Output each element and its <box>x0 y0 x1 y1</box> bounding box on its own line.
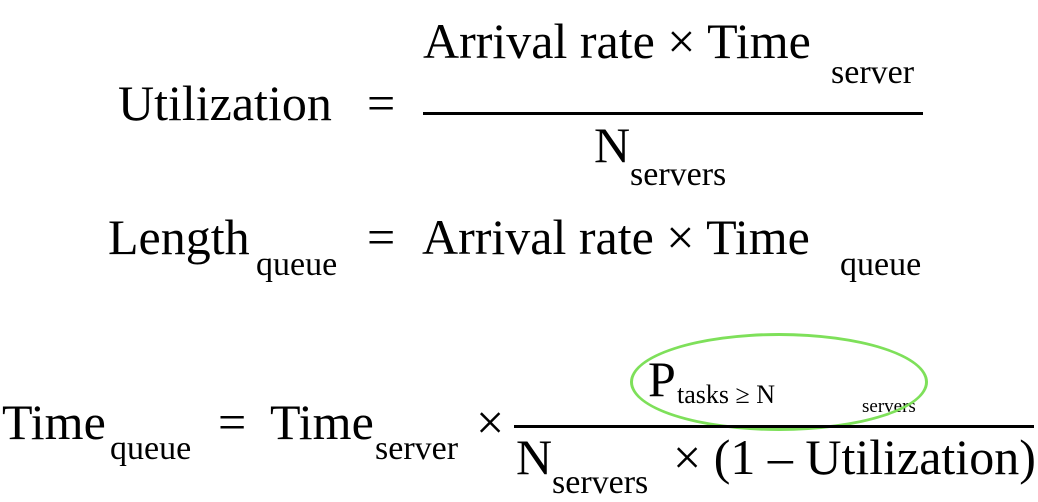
equals-sign: = <box>367 209 396 265</box>
denominator-rest: × (1 – Utilization) <box>673 429 1036 485</box>
length-label: Length <box>108 209 250 265</box>
fraction-bar <box>423 112 923 115</box>
time-subscript: queue <box>110 430 192 467</box>
highlight-ellipse <box>630 333 928 431</box>
denominator-text: N <box>594 117 631 173</box>
times-sign: × <box>476 394 505 450</box>
utilization-label: Utilization <box>118 75 332 131</box>
rhs-subscript: queue <box>840 246 922 283</box>
denominator-n-subscript: servers <box>552 464 649 501</box>
equals-sign: = <box>218 394 247 450</box>
length-subscript: queue <box>256 246 338 283</box>
server-time-subscript: server <box>375 430 459 467</box>
denominator-n: N <box>516 429 553 485</box>
equals-sign: = <box>367 75 396 131</box>
denominator-subscript: servers <box>630 156 727 193</box>
numerator-subscript: server <box>831 54 915 91</box>
time-label: Time <box>2 394 106 450</box>
fraction-bar <box>514 425 1034 428</box>
numerator-text: Arrival rate × Time <box>423 13 811 69</box>
rhs-text: Arrival rate × Time <box>422 209 810 265</box>
server-time-text: Time <box>270 394 374 450</box>
